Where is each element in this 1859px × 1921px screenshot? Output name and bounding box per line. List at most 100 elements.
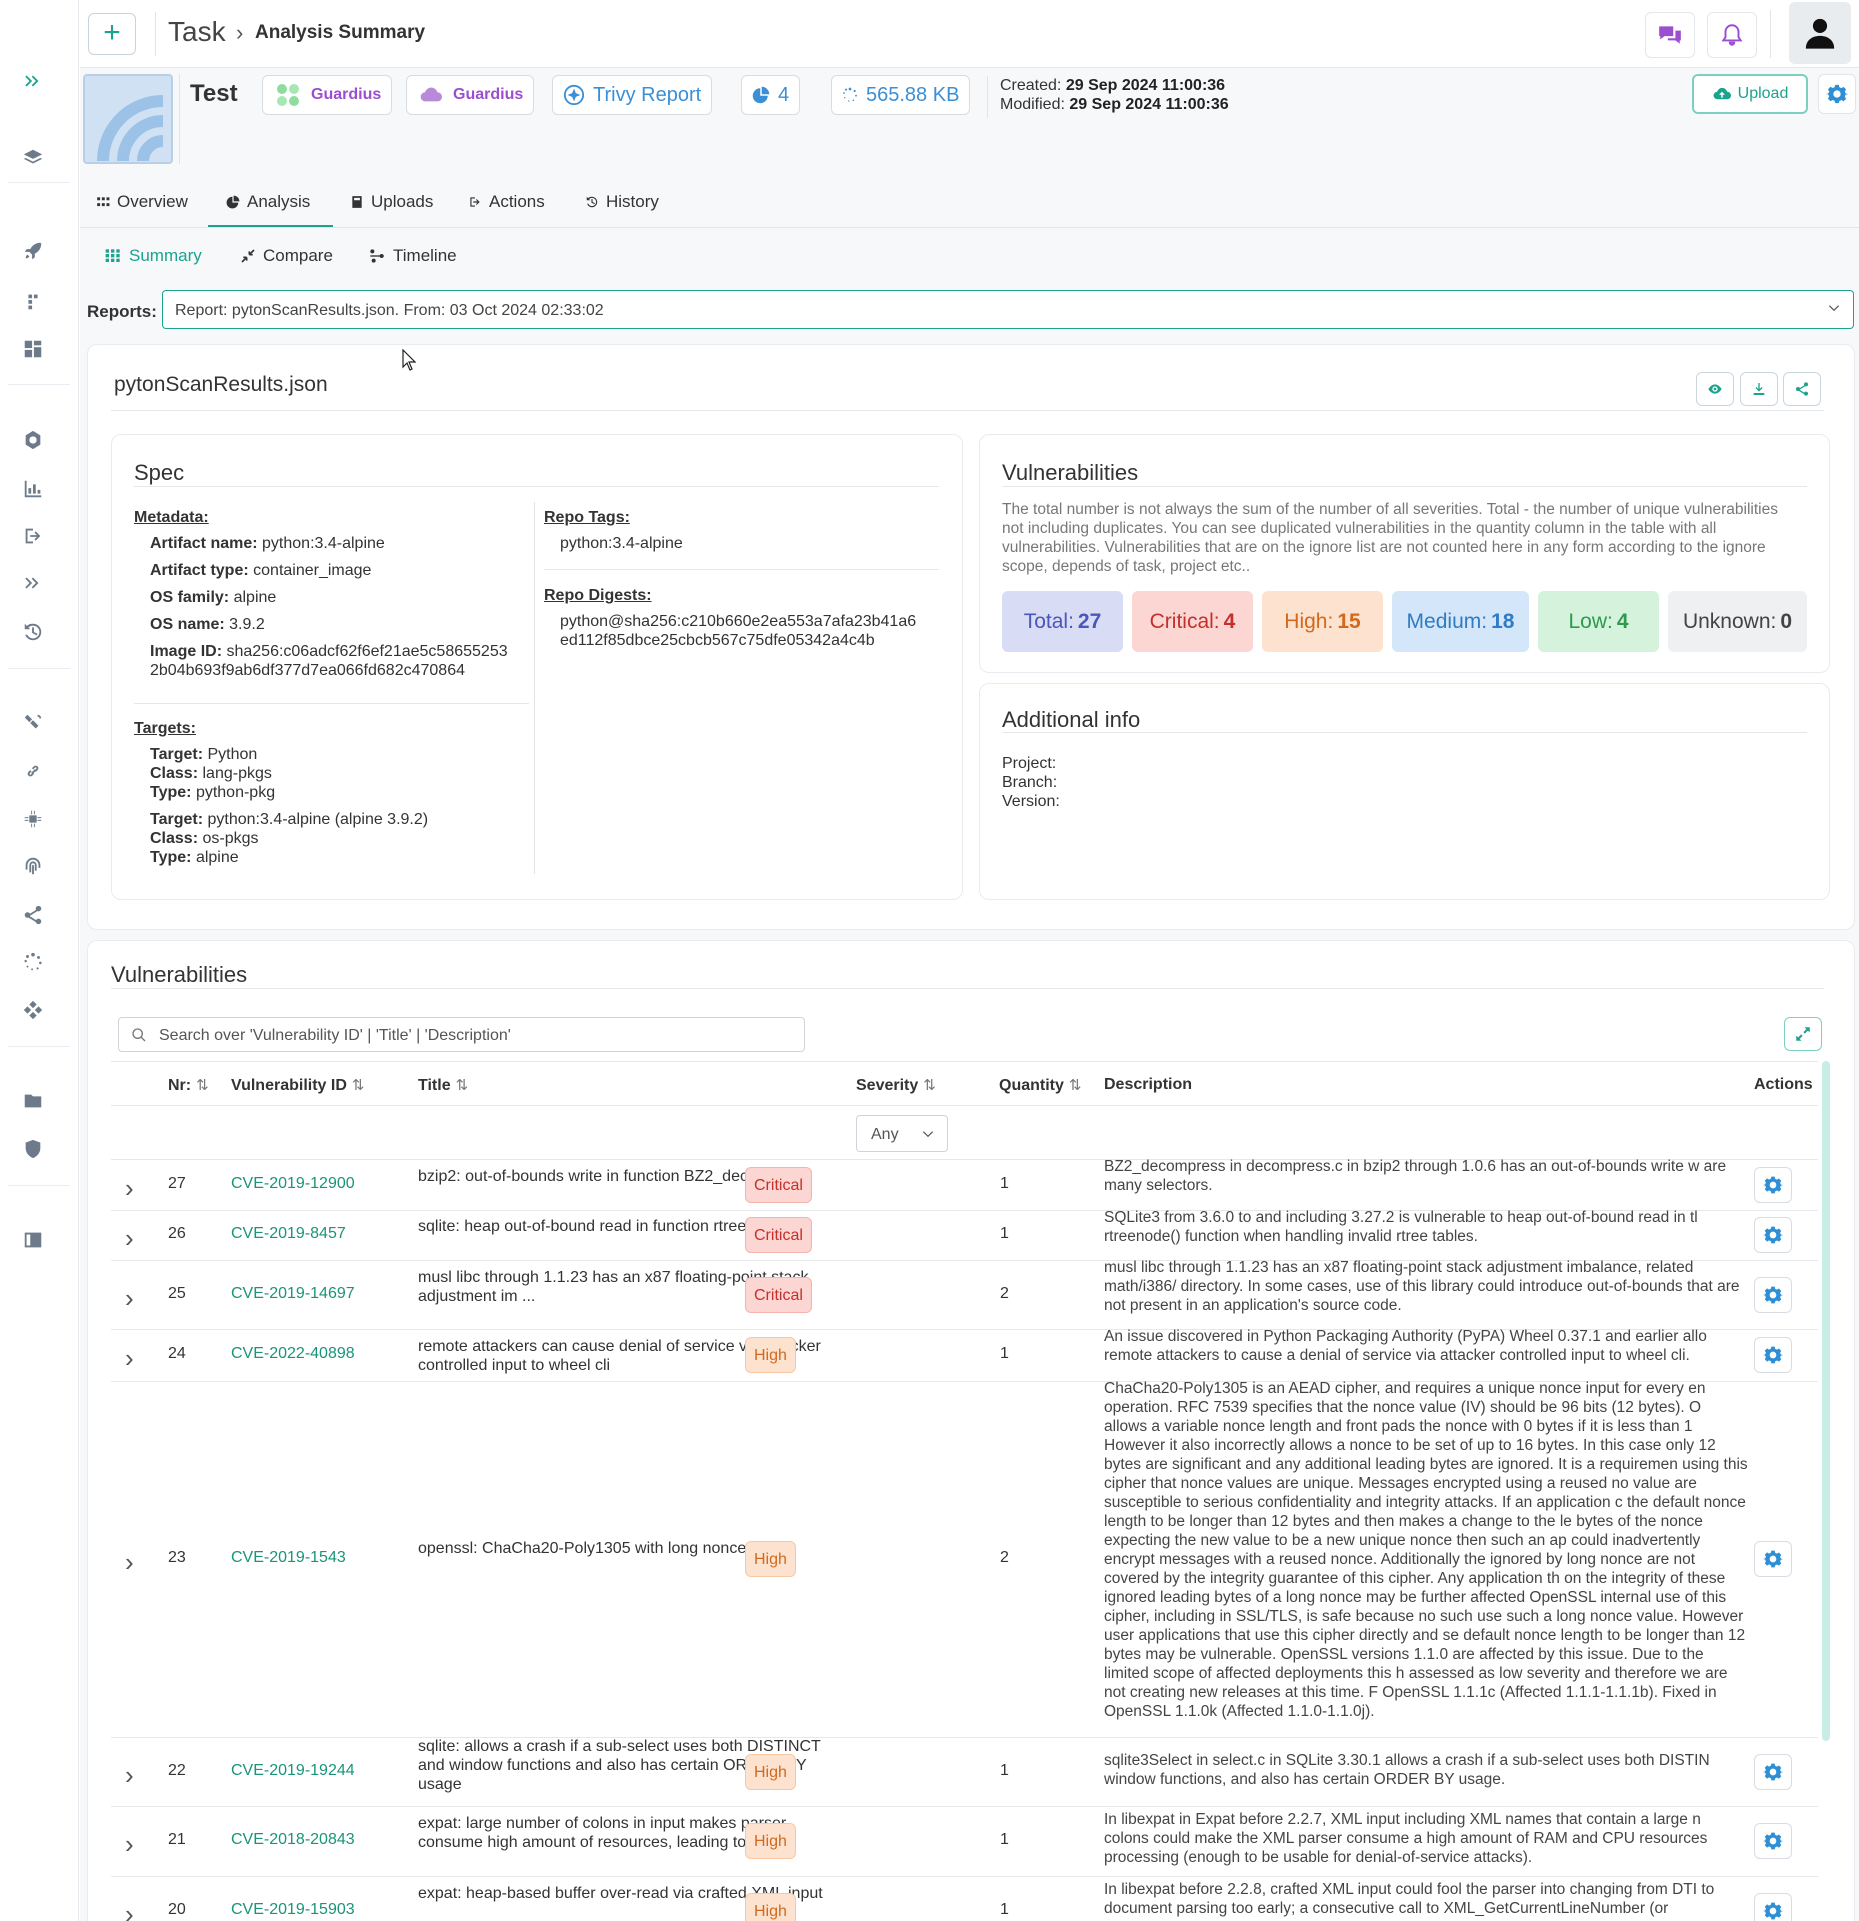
subtab-compare[interactable]: Compare [240,246,333,266]
layers-icon[interactable] [20,145,46,171]
link-icon[interactable] [20,758,46,784]
expand-sidebar-icon[interactable] [20,68,46,94]
project-chip[interactable]: Guardius [406,75,535,115]
vulnerability-id-link[interactable]: CVE-2019-14697 [231,1284,355,1302]
vulnerability-id-link[interactable]: CVE-2019-8457 [231,1225,346,1242]
fullscreen-table-button[interactable] [1784,1017,1822,1051]
folder-icon[interactable] [20,1088,46,1114]
table-scrollbar[interactable] [1822,1061,1830,1741]
dashboard-icon[interactable] [20,336,46,362]
tab-overview-label: Overview [117,192,188,211]
expand-row-chevron-icon[interactable]: › [125,1223,134,1253]
table-row[interactable] [111,1806,1818,1876]
reports-select[interactable]: Report: pytonScanResults.json. From: 03 … [162,290,1854,329]
row-description: In libexpat in Expat before 2.2.7, XML i… [1104,1811,1708,1866]
double-chevron-icon[interactable] [20,570,46,596]
column-header-vulnerability-id[interactable]: Vulnerability ID ⇅ [231,1076,364,1095]
add-button[interactable]: + [88,13,136,55]
tab-actions[interactable]: Actions [468,192,545,212]
vulnerability-id-link[interactable]: CVE-2022-40898 [231,1345,355,1362]
upload-button[interactable]: Upload [1692,74,1808,114]
tab-history[interactable]: History [585,192,659,212]
table-row[interactable] [111,1260,1818,1329]
column-header-nr[interactable]: Nr: ⇅ [168,1076,209,1095]
expand-row-chevron-icon[interactable]: › [125,1343,134,1373]
bell-icon [1721,24,1743,46]
sign-out-icon[interactable] [20,523,46,549]
subtab-timeline[interactable]: Timeline [368,246,457,266]
vulnerability-id-link[interactable]: CVE-2018-20843 [231,1831,355,1848]
fingerprint-icon[interactable] [20,853,46,879]
sidebar-toggle-icon[interactable] [20,1227,46,1253]
target-icon[interactable] [20,427,46,453]
column-header-quantity[interactable]: Quantity ⇅ [999,1076,1081,1095]
row-actions-button[interactable] [1754,1276,1792,1313]
table-row[interactable] [111,1737,1818,1806]
row-actions-button[interactable] [1754,1166,1792,1203]
column-header-severity[interactable]: Severity ⇅ [856,1076,936,1095]
vulnerability-id-link[interactable]: CVE-2019-1543 [231,1549,346,1566]
row-actions-button[interactable] [1754,1893,1792,1921]
count-chip[interactable]: 4 [741,75,801,115]
vulnerability-search-input[interactable]: Search over 'Vulnerability ID' | 'Title'… [118,1017,805,1052]
modified-label: Modified: [1000,96,1065,113]
row-nr: 25 [168,1284,186,1302]
tab-overview[interactable]: Overview [96,192,188,212]
expand-row-chevron-icon[interactable]: › [125,1282,134,1313]
tab-analysis-label: Analysis [247,192,311,211]
vulnerability-id-link[interactable]: CVE-2019-19244 [231,1761,355,1779]
table-row[interactable] [111,1210,1818,1260]
view-report-button[interactable] [1696,372,1734,406]
expand-row-chevron-icon[interactable]: › [125,1829,134,1859]
table-row[interactable] [111,1381,1818,1737]
history-icon[interactable] [20,619,46,645]
unknown-count-box: Unknown: 0 [1668,591,1807,652]
download-report-button[interactable] [1740,372,1778,406]
vulnerability-id-link[interactable]: CVE-2019-12900 [231,1174,355,1192]
expand-row-chevron-icon[interactable]: › [125,1547,134,1577]
row-actions-button[interactable] [1754,1541,1792,1577]
diamond-grid-icon[interactable] [20,997,46,1023]
share-report-button[interactable] [1783,372,1821,406]
shield-icon[interactable] [20,1136,46,1162]
expand-row-chevron-icon[interactable]: › [125,1172,134,1203]
severity-filter-select[interactable]: Any [856,1115,948,1152]
table-row[interactable] [111,1159,1818,1210]
table-row[interactable] [111,1876,1818,1921]
share-nodes-icon[interactable] [20,902,46,928]
size-chip[interactable]: 565.88 KB [831,75,971,115]
row-actions-button[interactable] [1754,1217,1792,1253]
column-header-title[interactable]: Title ⇅ [418,1076,468,1095]
expand-row-chevron-icon[interactable]: › [125,1899,134,1921]
user-menu-button[interactable] [1789,2,1851,64]
expand-row-chevron-icon[interactable]: › [125,1759,134,1790]
table-row[interactable] [111,1329,1818,1381]
rocket-icon[interactable] [20,238,46,264]
subtab-summary[interactable]: Summary [104,246,202,266]
team-chip[interactable]: Guardius [262,75,393,115]
os-name-value: 3.9.2 [229,616,265,633]
spinner-icon [843,87,857,102]
task-settings-button[interactable] [1818,74,1856,114]
report-type-chip[interactable]: Trivy Report [552,75,713,115]
row-actions-button[interactable] [1754,1337,1792,1373]
loading-icon[interactable] [20,949,46,975]
breadcrumb-root[interactable]: Task [168,16,226,47]
chart-bar-icon[interactable] [20,476,46,502]
satellite-icon[interactable] [20,710,46,736]
tab-analysis[interactable]: Analysis [226,192,310,212]
tab-uploads[interactable]: Uploads [350,192,433,212]
gear-icon [1763,1346,1783,1364]
type-row-1: Type: python-pkg [150,784,275,802]
created-value: 29 Sep 2024 11:00:36 [1065,77,1226,94]
grid-dots-icon[interactable] [20,288,46,314]
image-id-label: Image ID: [150,643,223,660]
chat-button[interactable] [1645,12,1695,58]
vulnerability-id-link[interactable]: CVE-2019-15903 [231,1901,355,1918]
high-count-box: High: 15 [1262,591,1383,652]
chip-icon[interactable] [20,806,46,832]
column-vulnerability-id-label: Vulnerability ID [231,1077,347,1094]
notifications-button[interactable] [1707,12,1757,58]
row-actions-button[interactable] [1754,1753,1792,1790]
row-actions-button[interactable] [1754,1823,1792,1859]
